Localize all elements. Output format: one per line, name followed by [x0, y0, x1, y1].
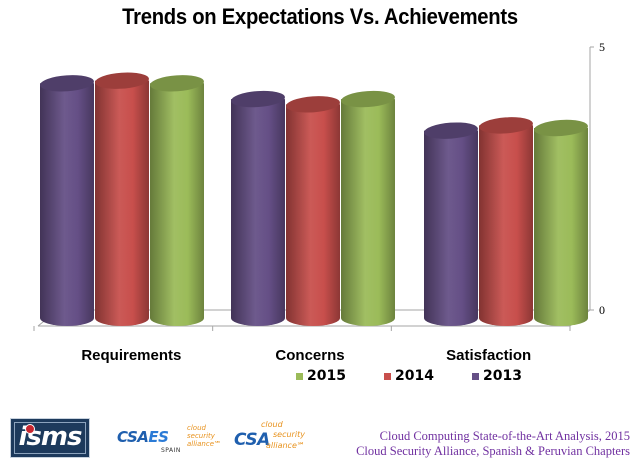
bar-body — [341, 99, 395, 326]
csa-logo: CSA cloud security alliance℠ — [234, 420, 324, 458]
bar-top — [231, 90, 285, 108]
csa-logo-wordmark: CSA — [234, 430, 270, 450]
bar-concerns-2013 — [231, 90, 285, 326]
csaes-logo: CSAES cloud security alliance℠ SPAIN — [117, 424, 227, 458]
legend-label-2013: 2013 — [483, 368, 522, 384]
legend-item-2014: 2014 — [384, 368, 472, 384]
csaes-logo-wordmark: CSAES — [117, 428, 169, 446]
y-tick-label-5: 5 — [599, 40, 605, 54]
csaes-logo-es: ES — [148, 428, 169, 446]
axis-labels: 0 5 Requirements Concerns Satisfaction — [81, 40, 605, 364]
bar-concerns-2014 — [286, 96, 340, 326]
csa-tagline-1: cloud — [261, 420, 283, 429]
bar-top — [286, 96, 340, 113]
bar-body — [424, 130, 478, 326]
legend-label-2015: 2015 — [307, 368, 346, 384]
bar-body — [95, 80, 149, 326]
bar-top — [424, 122, 478, 139]
legend-item-2013: 2013 — [472, 368, 560, 384]
csaes-tagline-1: cloud — [187, 424, 206, 432]
bar-top — [95, 72, 149, 89]
legend: 2015 2014 2013 — [296, 368, 560, 384]
x-tick-label-satisfaction: Satisfaction — [446, 347, 531, 364]
csaes-logo-spain: SPAIN — [161, 447, 181, 454]
bar-body — [40, 83, 94, 326]
isms-logo-dot — [25, 424, 35, 434]
bar-concerns-2015 — [341, 90, 395, 326]
bar-body — [286, 104, 340, 326]
bars — [40, 72, 588, 326]
csaes-logo-csa: CSA — [117, 428, 149, 446]
isms-logo-frame — [14, 422, 86, 454]
legend-swatch-2014 — [384, 372, 391, 380]
legend-item-2015: 2015 — [296, 368, 384, 384]
bar-body — [479, 125, 533, 326]
bar-requirements-2013 — [40, 75, 94, 326]
legend-swatch-2013 — [472, 372, 479, 380]
x-tick-label-requirements: Requirements — [81, 347, 181, 364]
bar-satisfaction-2013 — [424, 122, 478, 326]
bar-satisfaction-2015 — [534, 119, 588, 326]
isms-logo: isms — [10, 418, 90, 458]
bar-top — [479, 117, 533, 134]
bar-top — [40, 75, 94, 92]
y-tick-label-0: 0 — [599, 303, 605, 317]
bar-body — [231, 99, 285, 326]
bar-requirements-2014 — [95, 72, 149, 326]
csa-tagline-3: alliance℠ — [266, 441, 306, 450]
legend-swatch-2015 — [296, 372, 303, 380]
footer-line-1: Cloud Computing State-of-the-Art Analysi… — [379, 429, 630, 443]
csa-tagline-2: security — [273, 430, 305, 439]
bar-body — [534, 128, 588, 326]
bar-top — [534, 119, 588, 137]
isms-logo-text: isms — [18, 422, 83, 452]
bar-requirements-2015 — [150, 75, 204, 326]
footer-credits: Cloud Computing State-of-the-Art Analysi… — [356, 429, 630, 459]
csaes-logo-tagline: cloud security alliance℠ — [187, 424, 221, 448]
legend-label-2014: 2014 — [395, 368, 434, 384]
bar-top — [150, 75, 204, 92]
bar-body — [150, 83, 204, 326]
x-tick-label-concerns: Concerns — [275, 347, 344, 364]
chart-title: Trends on Expectations Vs. Achievements — [122, 4, 518, 29]
footer-line-2: Cloud Security Alliance, Spanish & Peruv… — [356, 444, 630, 458]
bar-top — [341, 90, 395, 108]
csaes-tagline-3: alliance℠ — [187, 440, 222, 448]
bar-satisfaction-2014 — [479, 117, 533, 326]
csaes-tagline-2: security — [187, 432, 215, 440]
